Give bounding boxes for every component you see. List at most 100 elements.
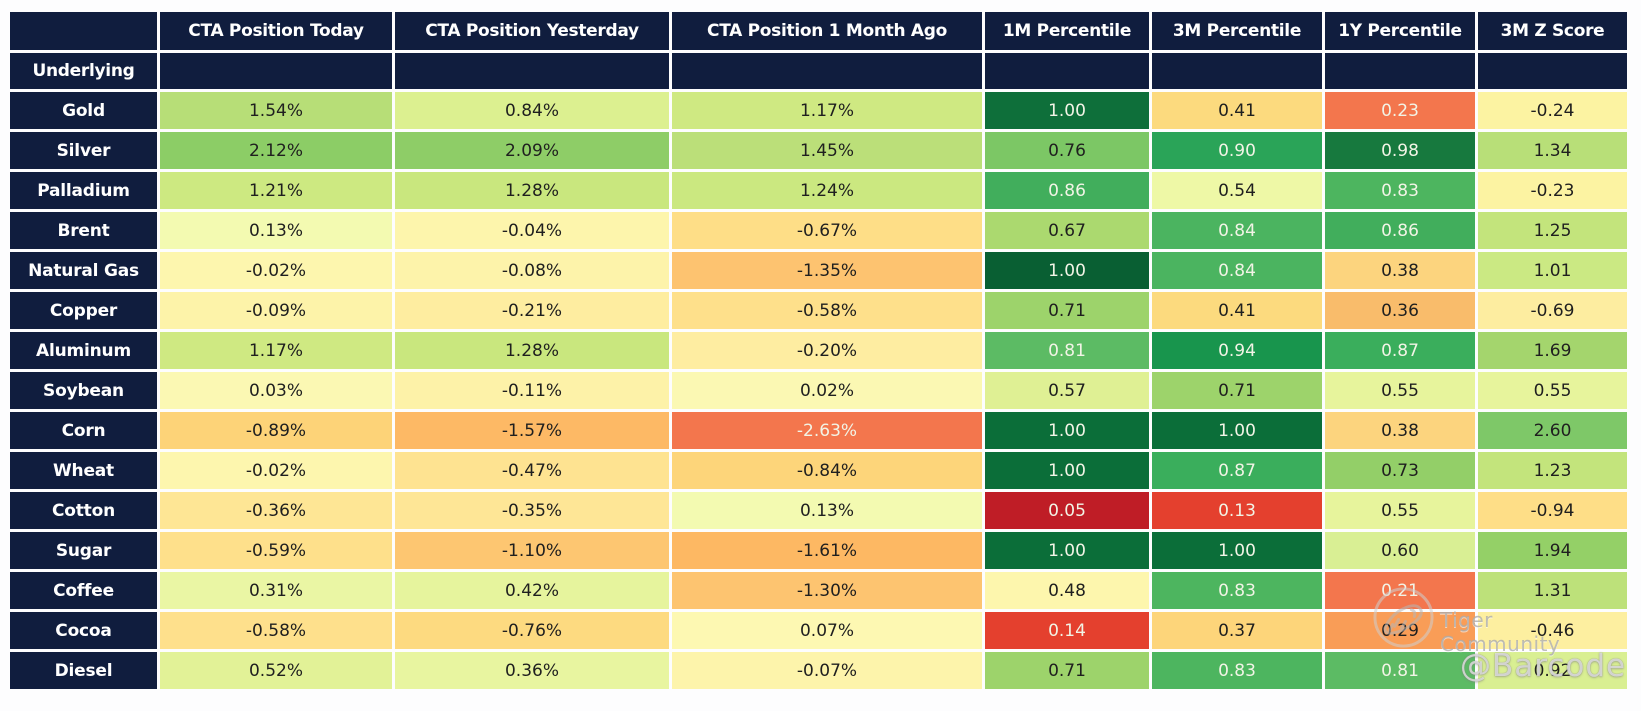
row-label: Coffee (10, 572, 157, 609)
table-cell: 0.55 (1325, 492, 1475, 529)
table-cell: 1.00 (985, 452, 1149, 489)
table-cell: -0.94 (1478, 492, 1627, 529)
table-cell: 0.13% (160, 212, 392, 249)
table-cell: -0.02% (160, 452, 392, 489)
col-header-3m-zscore: 3M Z Score (1478, 12, 1627, 50)
col-header-cta-today: CTA Position Today (160, 12, 392, 50)
row-label: Diesel (10, 652, 157, 689)
table-cell: 0.83 (1325, 172, 1475, 209)
table-cell: 0.07% (672, 612, 982, 649)
subheader-empty-cell (1325, 53, 1475, 89)
row-label: Wheat (10, 452, 157, 489)
table-cell: 1.24% (672, 172, 982, 209)
table-cell: 1.31 (1478, 572, 1627, 609)
table-cell: 1.21% (160, 172, 392, 209)
table-row: Brent 0.13% -0.04% -0.67% 0.67 0.84 0.86 1.25 (10, 212, 1627, 249)
table-cell: -0.02% (160, 252, 392, 289)
col-header-cta-yesterday: CTA Position Yesterday (395, 12, 669, 50)
table-cell: 0.71 (985, 292, 1149, 329)
table-cell: 1.17% (160, 332, 392, 369)
table-cell: -0.89% (160, 412, 392, 449)
corner-cell (10, 12, 157, 50)
table-row: Natural Gas -0.02% -0.08% -1.35% 1.00 0.84 0.3… (10, 252, 1627, 289)
table-cell: 1.01 (1478, 252, 1627, 289)
table-cell: 0.94 (1152, 332, 1322, 369)
table-cell: 0.92 (1478, 652, 1627, 689)
table-cell: 1.00 (985, 412, 1149, 449)
table-cell: 1.17% (672, 92, 982, 129)
table-cell: -0.67% (672, 212, 982, 249)
table-cell: -0.58% (160, 612, 392, 649)
subheader-empty-cell (1478, 53, 1627, 89)
subheader-empty-cell (160, 53, 392, 89)
table-cell: 0.71 (1152, 372, 1322, 409)
table-cell: -0.08% (395, 252, 669, 289)
table-cell: 0.14 (985, 612, 1149, 649)
table-cell: 0.83 (1152, 572, 1322, 609)
table-cell: 1.28% (395, 172, 669, 209)
table-cell: 1.45% (672, 132, 982, 169)
table-row: Gold 1.54% 0.84% 1.17% 1.00 0.41 0.23 -0.24 (10, 92, 1627, 129)
table-cell: 0.38 (1325, 252, 1475, 289)
table-cell: -0.36% (160, 492, 392, 529)
table-cell: 0.87 (1325, 332, 1475, 369)
table-cell: 0.84 (1152, 212, 1322, 249)
table-cell: 0.23 (1325, 92, 1475, 129)
table-cell: 1.00 (985, 252, 1149, 289)
row-label: Silver (10, 132, 157, 169)
table-cell: 0.81 (985, 332, 1149, 369)
subheader-empty-cell (985, 53, 1149, 89)
table-cell: -0.35% (395, 492, 669, 529)
row-label: Copper (10, 292, 157, 329)
table-cell: 1.94 (1478, 532, 1627, 569)
col-header-1y-percentile: 1Y Percentile (1325, 12, 1475, 50)
row-label: Palladium (10, 172, 157, 209)
table-cell: 0.42% (395, 572, 669, 609)
table-row: Soybean 0.03% -0.11% 0.02% 0.57 0.71 0.55 0.55 (10, 372, 1627, 409)
subheader-empty-cell (1152, 53, 1322, 89)
table-cell: 1.54% (160, 92, 392, 129)
subheader-row: Underlying (10, 53, 1627, 89)
table-cell: 0.73 (1325, 452, 1475, 489)
table-cell: 0.84% (395, 92, 669, 129)
table-cell: 0.67 (985, 212, 1149, 249)
table-cell: 0.29 (1325, 612, 1475, 649)
table-cell: 0.03% (160, 372, 392, 409)
underlying-label: Underlying (10, 53, 157, 89)
table-cell: 1.69 (1478, 332, 1627, 369)
table-cell: 0.52% (160, 652, 392, 689)
table-cell: 0.54 (1152, 172, 1322, 209)
table-cell: 1.23 (1478, 452, 1627, 489)
table-cell: -0.04% (395, 212, 669, 249)
table-cell: 0.55 (1325, 372, 1475, 409)
table-cell: 0.57 (985, 372, 1149, 409)
table-row: Silver 2.12% 2.09% 1.45% 0.76 0.90 0.98 1.34 (10, 132, 1627, 169)
table-row: Palladium 1.21% 1.28% 1.24% 0.86 0.54 0.83 -0.2… (10, 172, 1627, 209)
table-cell: -0.07% (672, 652, 982, 689)
table-cell: 0.36% (395, 652, 669, 689)
table-row: Diesel 0.52% 0.36% -0.07% 0.71 0.83 0.81 0.92 (10, 652, 1627, 689)
table-row: Copper -0.09% -0.21% -0.58% 0.71 0.41 0.36 -0.6… (10, 292, 1627, 329)
table-cell: 0.41 (1152, 292, 1322, 329)
table-cell: -0.11% (395, 372, 669, 409)
table-cell: 0.13 (1152, 492, 1322, 529)
row-label: Soybean (10, 372, 157, 409)
table-cell: 0.81 (1325, 652, 1475, 689)
table-cell: 0.90 (1152, 132, 1322, 169)
table-cell: 1.25 (1478, 212, 1627, 249)
table-cell: 0.86 (985, 172, 1149, 209)
header-row: CTA Position Today CTA Position Yesterda… (10, 12, 1627, 50)
row-label: Sugar (10, 532, 157, 569)
row-label: Gold (10, 92, 157, 129)
table-cell: 0.41 (1152, 92, 1322, 129)
table-cell: 1.28% (395, 332, 669, 369)
table-cell: -0.58% (672, 292, 982, 329)
table-cell: -1.35% (672, 252, 982, 289)
table-cell: 1.34 (1478, 132, 1627, 169)
row-label: Corn (10, 412, 157, 449)
table-cell: 0.98 (1325, 132, 1475, 169)
table-cell: -0.09% (160, 292, 392, 329)
col-header-3m-percentile: 3M Percentile (1152, 12, 1322, 50)
table-cell: 0.21 (1325, 572, 1475, 609)
table-cell: -1.30% (672, 572, 982, 609)
